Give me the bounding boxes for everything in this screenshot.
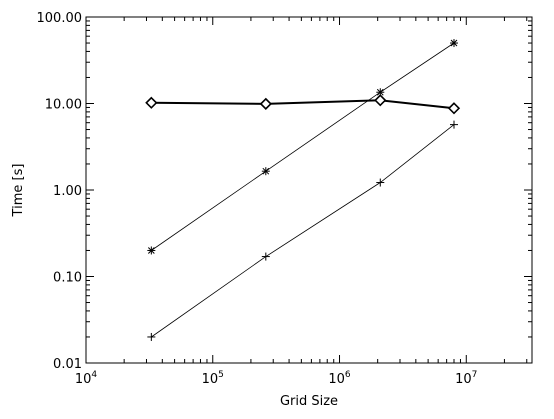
data-point-asterisk bbox=[376, 88, 385, 97]
series-line bbox=[151, 124, 455, 338]
data-point-diamond bbox=[259, 97, 272, 111]
series-asterisk bbox=[147, 39, 458, 255]
data-point-plus bbox=[261, 252, 270, 261]
x-tick-label: 104 bbox=[75, 370, 98, 387]
x-tick-label: 105 bbox=[202, 370, 224, 387]
x-tick-label-exponent: 5 bbox=[218, 370, 224, 380]
data-point-asterisk bbox=[147, 246, 156, 255]
x-tick-label: 106 bbox=[328, 370, 351, 387]
y-tick-label: 0.10 bbox=[53, 271, 82, 286]
x-tick-label-base: 10 bbox=[75, 372, 92, 387]
data-point-diamond bbox=[447, 102, 461, 115]
series-plus bbox=[147, 120, 458, 341]
x-axis-label: Grid Size bbox=[280, 394, 338, 409]
data-point-diamond bbox=[145, 96, 158, 109]
data-point-asterisk bbox=[261, 167, 270, 176]
y-tick-label: 1.00 bbox=[53, 184, 82, 199]
y-tick-label: 100.00 bbox=[37, 11, 83, 26]
x-tick-label-base: 10 bbox=[455, 372, 472, 387]
x-tick-label-exponent: 4 bbox=[91, 370, 97, 380]
series-diamond bbox=[145, 94, 461, 115]
series-line bbox=[151, 42, 455, 251]
data-point-diamond bbox=[374, 94, 387, 107]
y-axis-label: Time [s] bbox=[11, 164, 26, 218]
x-tick-label-exponent: 6 bbox=[345, 370, 351, 380]
data-point-plus bbox=[147, 332, 156, 341]
data-point-asterisk bbox=[449, 39, 458, 48]
x-tick-label-base: 10 bbox=[328, 372, 345, 387]
data-point-plus bbox=[449, 120, 458, 129]
y-tick-label: 0.01 bbox=[53, 357, 82, 372]
data-point-plus bbox=[376, 178, 385, 187]
series-layer bbox=[145, 39, 461, 341]
series-line bbox=[151, 99, 455, 110]
y-tick-label: 10.00 bbox=[45, 98, 82, 113]
plot-frame bbox=[85, 16, 533, 364]
x-tick-label-base: 10 bbox=[202, 372, 219, 387]
x-tick-label: 107 bbox=[455, 370, 477, 387]
x-tick-label-exponent: 7 bbox=[472, 370, 478, 380]
